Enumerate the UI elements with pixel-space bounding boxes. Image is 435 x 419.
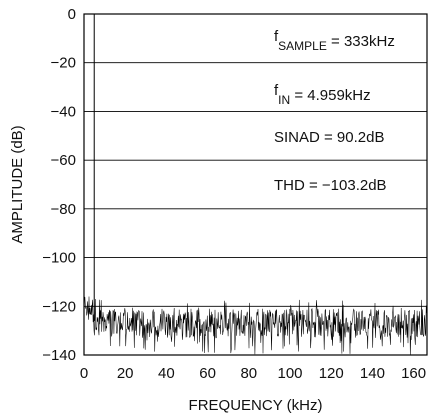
annotation-value: = 333kHz <box>327 33 395 50</box>
annotation-3: THD = −103.2dB <box>274 177 387 194</box>
annotation-subscript: IN <box>278 93 290 107</box>
y-tick-label: −100 <box>42 250 76 267</box>
x-tick-label: 140 <box>360 365 385 382</box>
annotation-main: THD = −103.2dB <box>274 177 387 194</box>
y-tick-label: −80 <box>51 201 76 218</box>
annotation-value: = 4.959kHz <box>290 87 370 104</box>
annotation-main: f <box>274 82 279 99</box>
annotation-main: f <box>274 28 279 45</box>
y-tick-label: −20 <box>51 55 76 72</box>
noise-floor <box>83 296 427 355</box>
x-tick-label: 20 <box>117 365 134 382</box>
y-tick-label: −120 <box>42 298 76 315</box>
y-axis-label: AMPLITUDE (dB) <box>9 125 26 243</box>
x-tick-label: 80 <box>240 365 257 382</box>
y-tick-label: 0 <box>68 6 76 23</box>
annotation-main: SINAD = 90.2dB <box>274 129 384 146</box>
x-tick-label: 0 <box>80 365 88 382</box>
x-axis-label: FREQUENCY (kHz) <box>189 397 323 414</box>
x-tick-label: 100 <box>277 365 302 382</box>
annotation-1: fIN = 4.959kHz <box>274 82 371 107</box>
y-axis-ticks: 0 −20 −40 −60 −80 −100 −120 −140 <box>42 6 76 364</box>
grid-lines <box>84 62 427 307</box>
x-tick-label: 40 <box>158 365 175 382</box>
y-tick-label: −40 <box>51 103 76 120</box>
x-tick-label: 160 <box>401 365 426 382</box>
annotation-subscript: SAMPLE <box>278 39 327 53</box>
x-tick-label: 120 <box>319 365 344 382</box>
annotation-2: SINAD = 90.2dB <box>274 129 384 146</box>
x-tick-label: 60 <box>199 365 216 382</box>
y-tick-label: −140 <box>42 347 76 364</box>
x-axis-ticks: 0 20 40 60 80 100 120 140 160 <box>80 365 426 382</box>
spectrum-trace <box>83 14 427 355</box>
plot-frame <box>83 13 428 356</box>
annotation-0: fSAMPLE = 333kHz <box>274 28 395 53</box>
y-tick-label: −60 <box>51 152 76 169</box>
